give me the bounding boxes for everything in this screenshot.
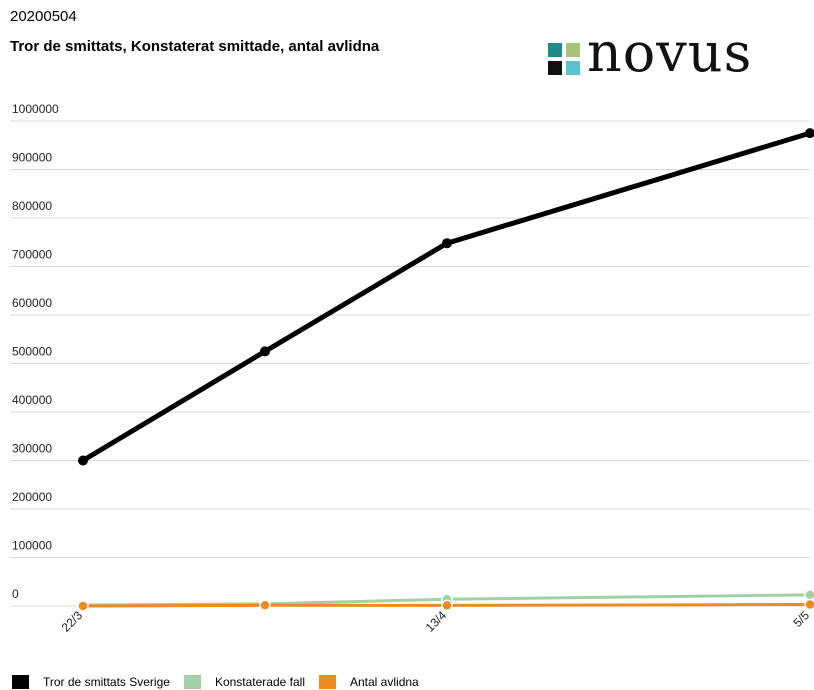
legend-swatch bbox=[183, 675, 201, 689]
y-tick-label: 100000 bbox=[12, 539, 52, 553]
logo-wordmark: NOVUS bbox=[587, 21, 753, 84]
y-tick-label: 700000 bbox=[12, 248, 52, 262]
data-point bbox=[805, 128, 814, 139]
legend: Tror de smittats Sverige Konstaterade fa… bbox=[12, 675, 433, 689]
y-tick-label: 600000 bbox=[12, 296, 52, 310]
logo-square-3 bbox=[548, 61, 562, 75]
chart-title: Tror de smittats, Konstaterat smittade, … bbox=[10, 38, 380, 55]
legend-item: Konstaterade fall bbox=[183, 675, 305, 689]
y-tick-label: 300000 bbox=[12, 442, 52, 456]
chart-date: 20200504 bbox=[10, 8, 77, 25]
y-tick-label: 400000 bbox=[12, 393, 52, 407]
series-line bbox=[82, 603, 811, 608]
legend-swatch bbox=[319, 675, 336, 689]
y-tick-label: 200000 bbox=[12, 490, 52, 504]
y-tick-label: 900000 bbox=[12, 151, 52, 165]
series-line bbox=[81, 130, 811, 463]
series-group bbox=[77, 128, 814, 612]
y-axis-ticks: 0 100000 200000 300000 400000 500000 600000 700… bbox=[12, 102, 59, 601]
x-tick-label: 13/4 bbox=[423, 608, 450, 635]
x-tick-label: 5/5 bbox=[790, 608, 812, 630]
legend-label: Konstaterade fall bbox=[214, 675, 305, 689]
y-tick-label: 0 bbox=[12, 587, 19, 601]
y-tick-label: 800000 bbox=[12, 199, 52, 213]
y-tick-label: 1000000 bbox=[12, 102, 59, 116]
x-axis-ticks: 22/3 13/4 5/5 bbox=[59, 608, 813, 635]
legend-item: Antal avlidna bbox=[319, 675, 419, 689]
data-point bbox=[804, 598, 814, 611]
legend-item: Tror de smittats Sverige bbox=[12, 675, 170, 689]
line-chart: 0 100000 200000 300000 400000 500000 600000 700… bbox=[10, 102, 814, 635]
logo-square-4 bbox=[566, 61, 580, 75]
data-point bbox=[441, 599, 453, 612]
data-point bbox=[259, 599, 271, 612]
data-point bbox=[804, 589, 814, 601]
grid-lines bbox=[10, 120, 810, 607]
x-tick-label: 22/3 bbox=[59, 608, 86, 635]
y-tick-label: 500000 bbox=[12, 345, 52, 359]
logo-square-2 bbox=[566, 43, 580, 57]
logo-square-1 bbox=[548, 43, 562, 57]
data-point bbox=[260, 346, 270, 357]
novus-logo: NOVUS bbox=[545, 26, 795, 90]
legend-swatch bbox=[12, 675, 29, 689]
legend-label: Antal avlidna bbox=[350, 675, 419, 689]
data-point bbox=[77, 600, 89, 612]
data-point bbox=[78, 455, 88, 466]
legend-label: Tror de smittats Sverige bbox=[43, 675, 170, 689]
data-point bbox=[442, 238, 452, 249]
